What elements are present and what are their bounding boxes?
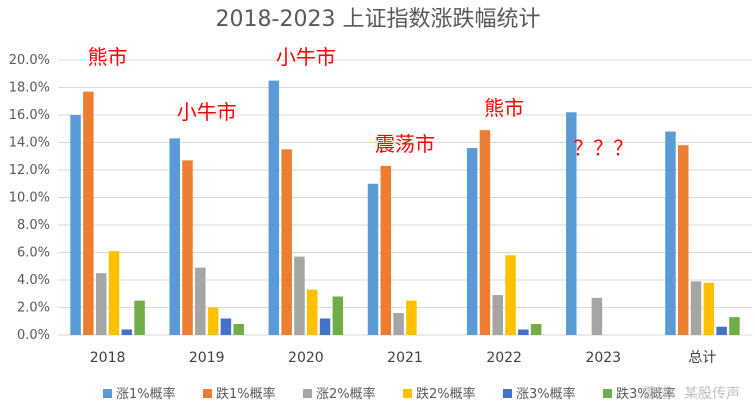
- y-tick-label: 14.0%: [9, 136, 50, 151]
- bar: [677, 145, 689, 335]
- legend: 涨1%概率 跌1%概率 涨2%概率 跌2%概率 涨3%概率 跌3%概率: [103, 386, 676, 402]
- y-tick-label: 18.0%: [9, 81, 50, 96]
- x-tick-label: 2022: [486, 350, 522, 366]
- annotation: ？？？: [573, 136, 633, 160]
- bar: [70, 115, 81, 335]
- bar: [367, 183, 379, 335]
- x-tick-label: 2019: [189, 350, 225, 366]
- legend-swatch: [103, 389, 112, 398]
- y-tick-label: 10.0%: [9, 191, 50, 206]
- bar: [665, 131, 676, 335]
- legend-label: 跌1%概率: [216, 386, 276, 402]
- bar: [466, 148, 478, 335]
- legend-label: 跌3%概率: [616, 386, 676, 402]
- legend-swatch: [203, 389, 212, 398]
- bar: [319, 318, 331, 335]
- x-tick-label: 2018: [90, 350, 126, 366]
- y-tick-label: 12.0%: [9, 163, 50, 178]
- legend-swatch: [403, 389, 412, 398]
- bar: [716, 326, 727, 335]
- bar: [121, 329, 133, 335]
- gridlines: [58, 59, 752, 336]
- bar: [169, 138, 180, 335]
- bar: [492, 295, 503, 335]
- legend-swatch: [603, 389, 612, 398]
- bar: [729, 317, 740, 335]
- y-tick-label: 20.0%: [9, 53, 50, 68]
- x-tick-label: 2023: [585, 350, 621, 366]
- bar: [268, 80, 280, 335]
- bar: [332, 296, 344, 335]
- legend-label: 涨3%概率: [516, 386, 576, 402]
- bar: [220, 318, 232, 335]
- bar: [233, 324, 244, 335]
- annotation: 小牛市: [276, 45, 336, 69]
- y-tick-label: 16.0%: [9, 108, 50, 123]
- bar: [108, 251, 120, 335]
- annotation: 震荡市: [375, 132, 435, 156]
- y-tick-label: 6.0%: [17, 246, 50, 261]
- bar: [195, 267, 206, 335]
- y-tick-label: 8.0%: [17, 218, 50, 233]
- bar: [591, 297, 603, 335]
- y-tick-label: 2.0%: [17, 301, 50, 316]
- x-tick-label: 总计: [688, 350, 716, 366]
- bar: [307, 289, 318, 335]
- bars: [70, 80, 740, 335]
- bar: [95, 273, 107, 335]
- legend-swatch: [503, 389, 512, 398]
- legend-label: 跌2%概率: [416, 386, 476, 402]
- bar: [690, 281, 702, 335]
- annotation: 熊市: [484, 96, 524, 120]
- bar: [566, 112, 577, 335]
- bar: [393, 313, 404, 335]
- bar: [83, 91, 94, 335]
- bar: [530, 324, 542, 335]
- bar: [518, 329, 529, 335]
- x-axis: 2018 2019 2020 2021 2022 2023 总计: [90, 350, 717, 366]
- bar: [134, 300, 145, 335]
- bar: [380, 165, 392, 335]
- annotation: 熊市: [88, 45, 128, 69]
- y-axis: 0.0% 2.0% 4.0% 6.0% 8.0% 10.0% 12.0% 14.0% 16.0%…: [9, 53, 50, 343]
- bar: [479, 130, 491, 335]
- annotation: 小牛市: [177, 100, 237, 124]
- bar: [703, 282, 715, 335]
- bar: [406, 300, 417, 335]
- bar: [182, 160, 193, 335]
- legend-swatch: [303, 389, 312, 398]
- bar: [207, 307, 219, 335]
- y-tick-label: 4.0%: [17, 273, 50, 288]
- bar: [281, 149, 292, 335]
- bar: [294, 256, 305, 335]
- legend-label: 涨1%概率: [116, 386, 176, 402]
- legend-label: 涨2%概率: [316, 386, 376, 402]
- x-tick-label: 2020: [288, 350, 324, 366]
- chart-title: 2018-2023 上证指数涨跌幅统计: [216, 7, 541, 32]
- watermark: 雪球：某股传声: [642, 386, 740, 402]
- y-tick-label: 0.0%: [17, 328, 50, 343]
- bar: [505, 255, 516, 335]
- x-tick-label: 2021: [387, 350, 423, 366]
